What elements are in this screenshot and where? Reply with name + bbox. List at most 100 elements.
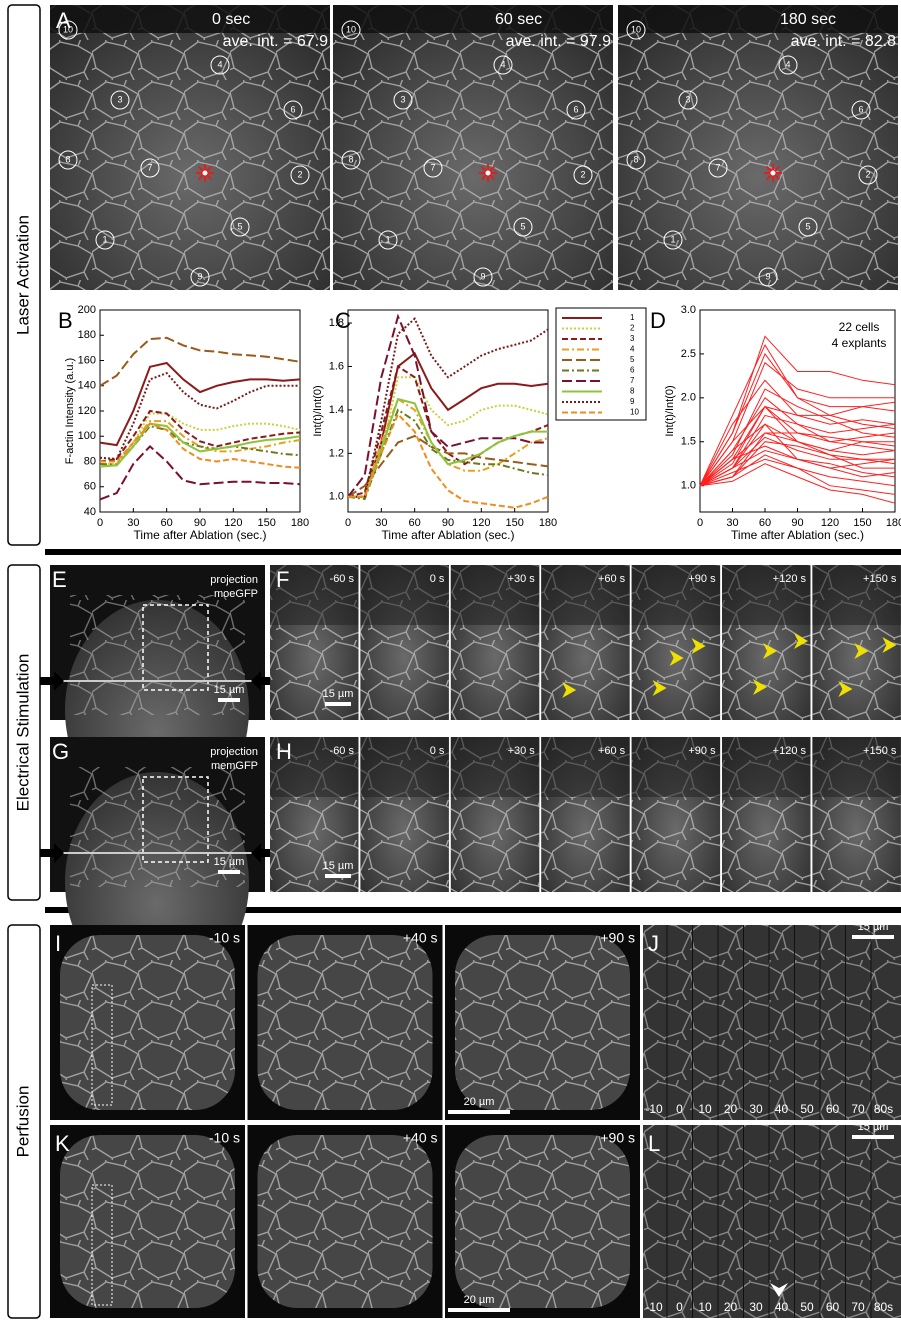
scale-bar	[218, 870, 240, 874]
panel-label: E	[52, 567, 67, 592]
caption: projection	[210, 574, 258, 586]
strip-time: 80s	[874, 1102, 893, 1116]
cell-label: 9	[765, 271, 770, 281]
cell-label: 5	[805, 221, 810, 231]
frame-time: -10 s	[209, 1130, 240, 1146]
x-tick-label: 120	[472, 517, 490, 529]
cells-texture	[60, 935, 235, 1110]
legend-label: 7	[630, 376, 635, 385]
legend-label: 1	[630, 313, 635, 322]
cell-label: 5	[520, 221, 525, 231]
cell-label: 7	[430, 162, 435, 172]
series-line	[348, 399, 548, 497]
y-tick-label: 1.4	[329, 404, 344, 416]
y-axis-label: Int(t)/Int(0)	[312, 385, 324, 436]
caption: projection	[210, 746, 258, 758]
caption: memGFP	[211, 760, 258, 772]
series-group	[700, 336, 895, 503]
frame-time: +90 s	[600, 930, 635, 946]
legend-label: 6	[630, 366, 635, 375]
strip-time: 20	[724, 1300, 738, 1314]
embryo-edge	[618, 5, 898, 33]
x-tick-label: 150	[853, 517, 871, 529]
strip-time: 60	[826, 1300, 840, 1314]
x-tick-label: 30	[127, 517, 139, 529]
figure: Laser ActivationElectrical StimulationPe…	[0, 0, 901, 1322]
cell-label: 10	[631, 24, 641, 34]
cell-label: 2	[865, 169, 870, 179]
cell-label: 4	[500, 59, 505, 69]
strip-time: 10	[698, 1300, 712, 1314]
scale-bar	[852, 935, 894, 939]
strip-time: 70	[851, 1300, 865, 1314]
y-tick-label: 200	[78, 304, 96, 316]
y-tick-label: 140	[78, 380, 96, 392]
frame-time: 60 sec	[495, 11, 542, 28]
cell-label: 3	[400, 94, 405, 104]
panel-label: L	[648, 1131, 660, 1156]
cell-label: 8	[633, 154, 638, 164]
cell-label: 8	[65, 154, 70, 164]
ablation-site	[770, 170, 776, 176]
cells-texture	[455, 1135, 630, 1308]
scale-bar	[218, 698, 240, 702]
x-tick-label: 0	[97, 517, 103, 529]
cell-label: 1	[670, 234, 675, 244]
scale-bar	[325, 874, 351, 878]
scale-label: 15 µm	[858, 1121, 889, 1133]
cell-label: 9	[197, 271, 202, 281]
scale-label: 20 µm	[464, 1294, 495, 1306]
x-axis-label: Time after Ablation (sec.)	[134, 528, 267, 542]
legend-label: 8	[630, 387, 635, 396]
cell-label: 3	[117, 94, 122, 104]
section-label: Perfusion	[13, 1086, 32, 1158]
frame-time: +120 s	[773, 745, 807, 757]
panel-label: J	[648, 931, 659, 956]
kymograph-texture	[643, 1125, 901, 1318]
cells-texture	[258, 1135, 433, 1308]
series-line	[100, 446, 300, 499]
panel-label: C	[335, 308, 351, 333]
strip-time: -10	[645, 1102, 663, 1116]
legend-label: 2	[630, 324, 635, 333]
panel-label: H	[276, 739, 292, 764]
y-tick-label: 1.0	[329, 491, 344, 503]
panel-label: B	[58, 308, 73, 333]
x-tick-label: 150	[257, 517, 275, 529]
y-tick-label: 60	[84, 481, 96, 493]
x-tick-label: 60	[161, 517, 173, 529]
scale-label: 15 µm	[214, 856, 245, 868]
y-tick-label: 1.2	[329, 447, 344, 459]
frame-time: +30 s	[508, 745, 536, 757]
frame-time: 180 sec	[780, 11, 836, 28]
x-tick-label: 90	[442, 517, 454, 529]
cell-label: 2	[580, 169, 585, 179]
x-tick-label: 120	[224, 517, 242, 529]
cells-texture	[455, 935, 630, 1110]
y-tick-label: 120	[78, 405, 96, 417]
scale-label: 15 µm	[214, 684, 245, 696]
frame-time: +30 s	[508, 573, 536, 585]
x-tick-label: 0	[697, 517, 703, 529]
frame-time: +150 s	[863, 573, 897, 585]
legend-label: 5	[630, 355, 635, 364]
annotation: 4 explants	[832, 336, 887, 350]
cell-label: 6	[290, 104, 295, 114]
series-line	[348, 399, 548, 497]
series-line	[348, 367, 548, 497]
frame-time: +150 s	[863, 745, 897, 757]
frame-time: -60 s	[330, 573, 355, 585]
frame-time: 0 s	[430, 745, 445, 757]
y-tick-label: 2.0	[681, 392, 696, 404]
annotation: 22 cells	[839, 320, 880, 334]
y-tick-label: 3.0	[681, 304, 696, 316]
caption: moeGFP	[214, 588, 258, 600]
frame-time: +40 s	[403, 930, 438, 946]
scale-bar	[448, 1308, 510, 1312]
panel-label: A	[56, 8, 71, 33]
x-tick-label: 180	[291, 517, 309, 529]
cells-texture	[60, 1135, 235, 1308]
strip-time: 30	[749, 1102, 763, 1116]
y-tick-label: 80	[84, 455, 96, 467]
y-tick-label: 1.5	[681, 436, 696, 448]
